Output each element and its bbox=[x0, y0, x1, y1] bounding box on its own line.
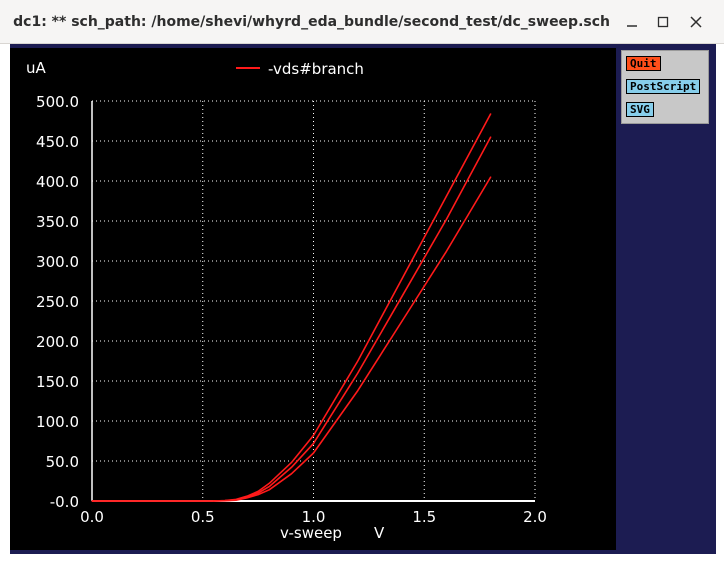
data-point bbox=[290, 462, 292, 464]
x-tick-label: 2.0 bbox=[523, 508, 547, 526]
x-tick-label: 1.5 bbox=[412, 508, 436, 526]
svg-button[interactable]: SVG bbox=[626, 102, 654, 117]
data-point bbox=[445, 218, 447, 220]
data-point bbox=[490, 136, 492, 138]
data-point bbox=[445, 195, 447, 197]
y-tick-label: 100.0 bbox=[36, 413, 79, 431]
quit-button[interactable]: Quit bbox=[626, 56, 661, 71]
data-point bbox=[257, 494, 259, 496]
plot-area[interactable]: -0.0 50.0 100.0 150.0 200.0 250.0 300.0 350.0 40… bbox=[10, 48, 616, 550]
postscript-button[interactable]: PostScript bbox=[626, 79, 701, 94]
data-point bbox=[401, 320, 403, 322]
window-titlebar[interactable]: dc1: ** sch_path: /home/shevi/whyrd_eda_… bbox=[0, 0, 724, 44]
data-point bbox=[357, 360, 359, 362]
data-point bbox=[312, 442, 315, 444]
x-tick-label: 1.0 bbox=[302, 508, 326, 526]
data-point bbox=[268, 489, 270, 491]
side-control-panel: Quit PostScript SVG bbox=[621, 50, 709, 124]
y-tick-label: 50.0 bbox=[46, 453, 79, 471]
data-point bbox=[312, 452, 315, 454]
y-tick-label: 300.0 bbox=[36, 253, 79, 271]
series-line-1 bbox=[92, 113, 492, 502]
close-icon bbox=[690, 16, 702, 28]
minimize-icon bbox=[627, 25, 637, 27]
data-point bbox=[401, 295, 403, 297]
data-point bbox=[357, 390, 359, 392]
y-tick-label: 450.0 bbox=[36, 133, 79, 151]
y-axis-unit-label: uA bbox=[26, 59, 47, 77]
maximize-button[interactable] bbox=[651, 10, 675, 34]
data-point bbox=[213, 500, 215, 502]
grid-layer bbox=[92, 100, 536, 501]
data-point bbox=[490, 113, 492, 115]
data-point bbox=[91, 500, 93, 502]
series-layer bbox=[91, 113, 492, 502]
data-point bbox=[357, 372, 359, 374]
window-title: dc1: ** sch_path: /home/shevi/whyrd_eda_… bbox=[13, 14, 610, 30]
tick-labels: -0.0 50.0 100.0 150.0 200.0 250.0 300.0 350.0 40… bbox=[36, 93, 547, 526]
data-point bbox=[290, 473, 292, 475]
data-point bbox=[246, 497, 248, 499]
data-point bbox=[268, 482, 270, 484]
data-point bbox=[401, 278, 403, 280]
close-button[interactable] bbox=[684, 10, 708, 34]
y-tick-label: 250.0 bbox=[36, 293, 79, 311]
data-point bbox=[224, 500, 226, 502]
maximize-icon bbox=[657, 16, 669, 28]
data-point bbox=[257, 490, 259, 492]
data-point bbox=[235, 499, 237, 501]
y-tick-label: 150.0 bbox=[36, 373, 79, 391]
y-tick-label: 200.0 bbox=[36, 333, 79, 351]
minimize-button[interactable] bbox=[620, 10, 644, 34]
y-tick-label: -0.0 bbox=[50, 493, 79, 511]
data-point bbox=[445, 250, 447, 252]
x-tick-label: 0.5 bbox=[191, 508, 215, 526]
data-point bbox=[257, 492, 259, 494]
data-point bbox=[312, 434, 315, 436]
x-axis-unit: V bbox=[374, 524, 385, 542]
data-point bbox=[290, 466, 292, 468]
legend-label: -vds#branch bbox=[268, 60, 364, 78]
series-line-2 bbox=[92, 136, 492, 502]
y-tick-label: 500.0 bbox=[36, 93, 79, 111]
y-tick-label: 350.0 bbox=[36, 213, 79, 231]
plot-canvas: -0.0 50.0 100.0 150.0 200.0 250.0 300.0 350.0 40… bbox=[26, 59, 547, 542]
data-point bbox=[490, 176, 492, 178]
x-axis-label: v-sweep bbox=[280, 524, 342, 542]
y-tick-label: 400.0 bbox=[36, 173, 79, 191]
x-tick-label: 0.0 bbox=[80, 508, 104, 526]
data-point bbox=[268, 486, 270, 488]
